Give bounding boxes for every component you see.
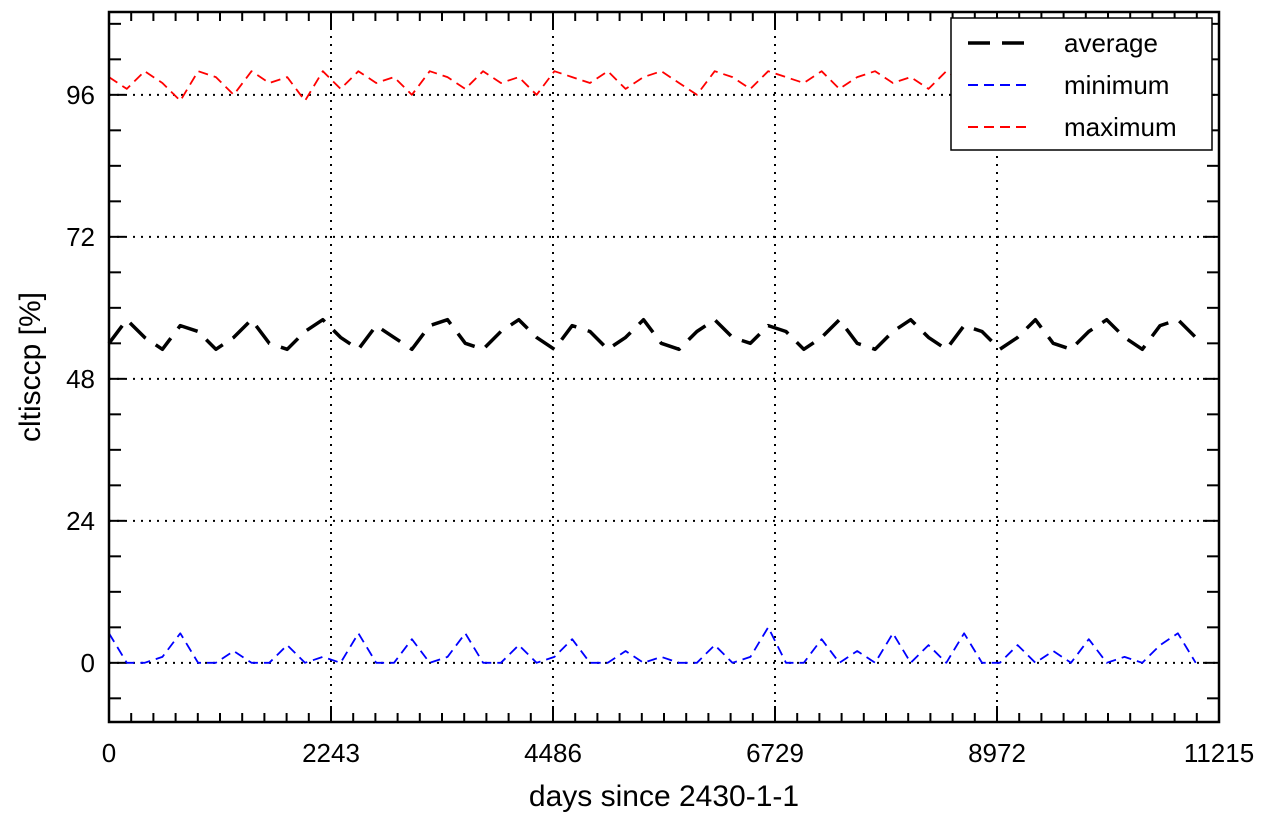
y-tick-label-48: 48: [66, 364, 95, 394]
y-axis-title: cltisccp [%]: [14, 292, 47, 442]
x-tick-label-2243: 2243: [302, 738, 360, 768]
series-line-minimum: [108, 626, 1197, 664]
x-tick-label-8972: 8972: [968, 738, 1026, 768]
x-tick-label-11215: 11215: [1184, 738, 1254, 768]
x-axis-title: days since 2430-1-1: [529, 780, 799, 813]
series-lines: [107, 70, 1197, 664]
legend-label-maximum: maximum: [1064, 112, 1177, 142]
y-tick-label-72: 72: [66, 222, 95, 252]
legend-box: [950, 17, 1213, 151]
tick-labels: 0 2243 4486 6729 8972 11215 0 24 48 72 96: [66, 80, 1254, 768]
y-tick-label-0: 0: [81, 648, 95, 678]
legend-label-minimum: minimum: [1064, 70, 1169, 100]
x-tick-label-0: 0: [102, 738, 116, 768]
series-line-average: [107, 317, 1197, 352]
gridlines: [109, 12, 1219, 722]
x-tick-label-4486: 4486: [524, 738, 582, 768]
axis-ticks: [108, 12, 1220, 722]
series-line-maximum: [108, 70, 1197, 102]
y-tick-label-24: 24: [66, 506, 95, 536]
x-tick-label-6729: 6729: [746, 738, 804, 768]
legend-label-average: average: [1064, 28, 1158, 58]
y-tick-label-96: 96: [66, 80, 95, 110]
legend: average minimum maximum: [950, 17, 1213, 151]
